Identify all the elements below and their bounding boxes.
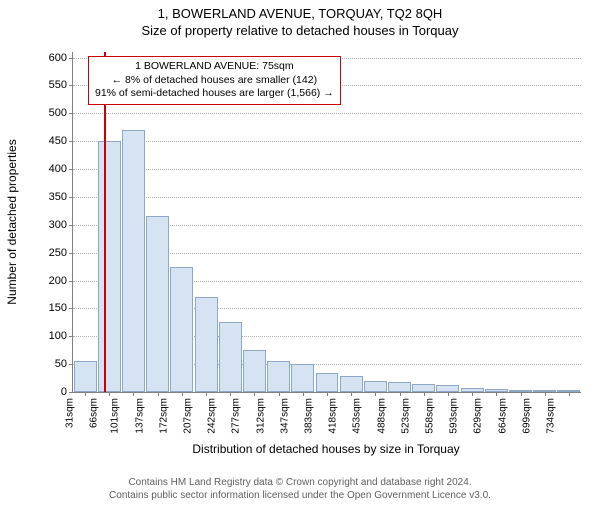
ytick-mark — [69, 197, 73, 198]
ytick-label: 200 — [49, 275, 67, 287]
footer-line: Contains public sector information licen… — [0, 489, 600, 502]
histogram-bar — [291, 364, 314, 392]
gridline — [73, 113, 581, 114]
xtick-mark — [424, 392, 425, 396]
histogram-bar — [316, 373, 339, 393]
xtick-label: 734sqm — [546, 398, 557, 434]
histogram-bar — [170, 267, 193, 392]
annotation-box: 1 BOWERLAND AVENUE: 75sqm ← 8% of detach… — [88, 56, 341, 105]
ytick-label: 100 — [49, 330, 67, 342]
xtick-mark — [158, 392, 159, 396]
y-axis-label: Number of detached properties — [5, 139, 19, 304]
ytick-label: 150 — [49, 302, 67, 314]
ytick-mark — [69, 58, 73, 59]
xtick-label: 629sqm — [473, 398, 484, 434]
annotation-line: 91% of semi-detached houses are larger (… — [95, 87, 334, 101]
xtick-label: 664sqm — [497, 398, 508, 434]
xtick-label: 593sqm — [449, 398, 460, 434]
ytick-mark — [69, 392, 73, 393]
ytick-label: 0 — [61, 386, 67, 398]
footer-text: Contains HM Land Registry data © Crown c… — [0, 476, 600, 502]
xtick-label: 418sqm — [328, 398, 339, 434]
x-axis-label: Distribution of detached houses by size … — [192, 442, 459, 456]
xtick-mark — [279, 392, 280, 396]
xtick-label: 66sqm — [89, 398, 100, 428]
xtick-mark — [109, 392, 110, 396]
xtick-label: 699sqm — [521, 398, 532, 434]
xtick-label: 207sqm — [183, 398, 194, 434]
ytick-mark — [69, 364, 73, 365]
histogram-bar — [340, 376, 363, 392]
xtick-label: 383sqm — [304, 398, 315, 434]
xtick-label: 101sqm — [110, 398, 121, 434]
xtick-mark — [351, 392, 352, 396]
xtick-mark — [400, 392, 401, 396]
xtick-label: 137sqm — [134, 398, 145, 434]
page-title-line1: 1, BOWERLAND AVENUE, TORQUAY, TQ2 8QH — [0, 6, 600, 21]
page-title-line2: Size of property relative to detached ho… — [0, 23, 600, 38]
ytick-mark — [69, 253, 73, 254]
xtick-label: 312sqm — [255, 398, 266, 434]
xtick-mark — [521, 392, 522, 396]
xtick-mark — [230, 392, 231, 396]
gridline — [73, 169, 581, 170]
ytick-label: 400 — [49, 163, 67, 175]
ytick-label: 500 — [49, 107, 67, 119]
xtick-mark — [133, 392, 134, 396]
histogram-bar — [146, 216, 169, 392]
histogram-bar — [122, 130, 145, 392]
annotation-line: 1 BOWERLAND AVENUE: 75sqm — [95, 60, 334, 74]
ytick-mark — [69, 308, 73, 309]
histogram-bar — [98, 141, 121, 392]
xtick-mark — [303, 392, 304, 396]
ytick-label: 600 — [49, 52, 67, 64]
xtick-label: 453sqm — [352, 398, 363, 434]
xtick-label: 558sqm — [425, 398, 436, 434]
xtick-mark — [496, 392, 497, 396]
xtick-mark — [254, 392, 255, 396]
gridline — [73, 197, 581, 198]
xtick-label: 242sqm — [207, 398, 218, 434]
xtick-mark — [206, 392, 207, 396]
histogram-bar — [243, 350, 266, 392]
ytick-label: 250 — [49, 247, 67, 259]
xtick-label: 172sqm — [159, 398, 170, 434]
histogram-bar — [412, 384, 435, 392]
ytick-mark — [69, 85, 73, 86]
xtick-mark — [545, 392, 546, 396]
ytick-label: 350 — [49, 191, 67, 203]
annotation-line: ← 8% of detached houses are smaller (142… — [95, 74, 334, 88]
histogram-bar — [436, 385, 459, 392]
ytick-label: 550 — [49, 79, 67, 91]
footer-line: Contains HM Land Registry data © Crown c… — [0, 476, 600, 489]
xtick-label: 31sqm — [65, 398, 76, 428]
xtick-label: 523sqm — [400, 398, 411, 434]
xtick-mark — [375, 392, 376, 396]
ytick-label: 450 — [49, 135, 67, 147]
ytick-mark — [69, 169, 73, 170]
histogram-bar — [195, 297, 218, 392]
xtick-mark — [327, 392, 328, 396]
ytick-mark — [69, 281, 73, 282]
xtick-label: 347sqm — [280, 398, 291, 434]
ytick-mark — [69, 141, 73, 142]
ytick-label: 50 — [55, 358, 67, 370]
xtick-mark — [85, 392, 86, 396]
xtick-mark — [448, 392, 449, 396]
xtick-label: 488sqm — [376, 398, 387, 434]
histogram-bar — [219, 322, 242, 392]
gridline — [73, 141, 581, 142]
histogram-bar — [388, 382, 411, 392]
ytick-label: 300 — [49, 219, 67, 231]
xtick-mark — [472, 392, 473, 396]
histogram-bar — [74, 361, 97, 392]
xtick-mark — [182, 392, 183, 396]
histogram-bar — [364, 381, 387, 392]
xtick-mark — [569, 392, 570, 396]
ytick-mark — [69, 336, 73, 337]
ytick-mark — [69, 225, 73, 226]
xtick-label: 277sqm — [231, 398, 242, 434]
ytick-mark — [69, 113, 73, 114]
histogram-bar — [267, 361, 290, 392]
